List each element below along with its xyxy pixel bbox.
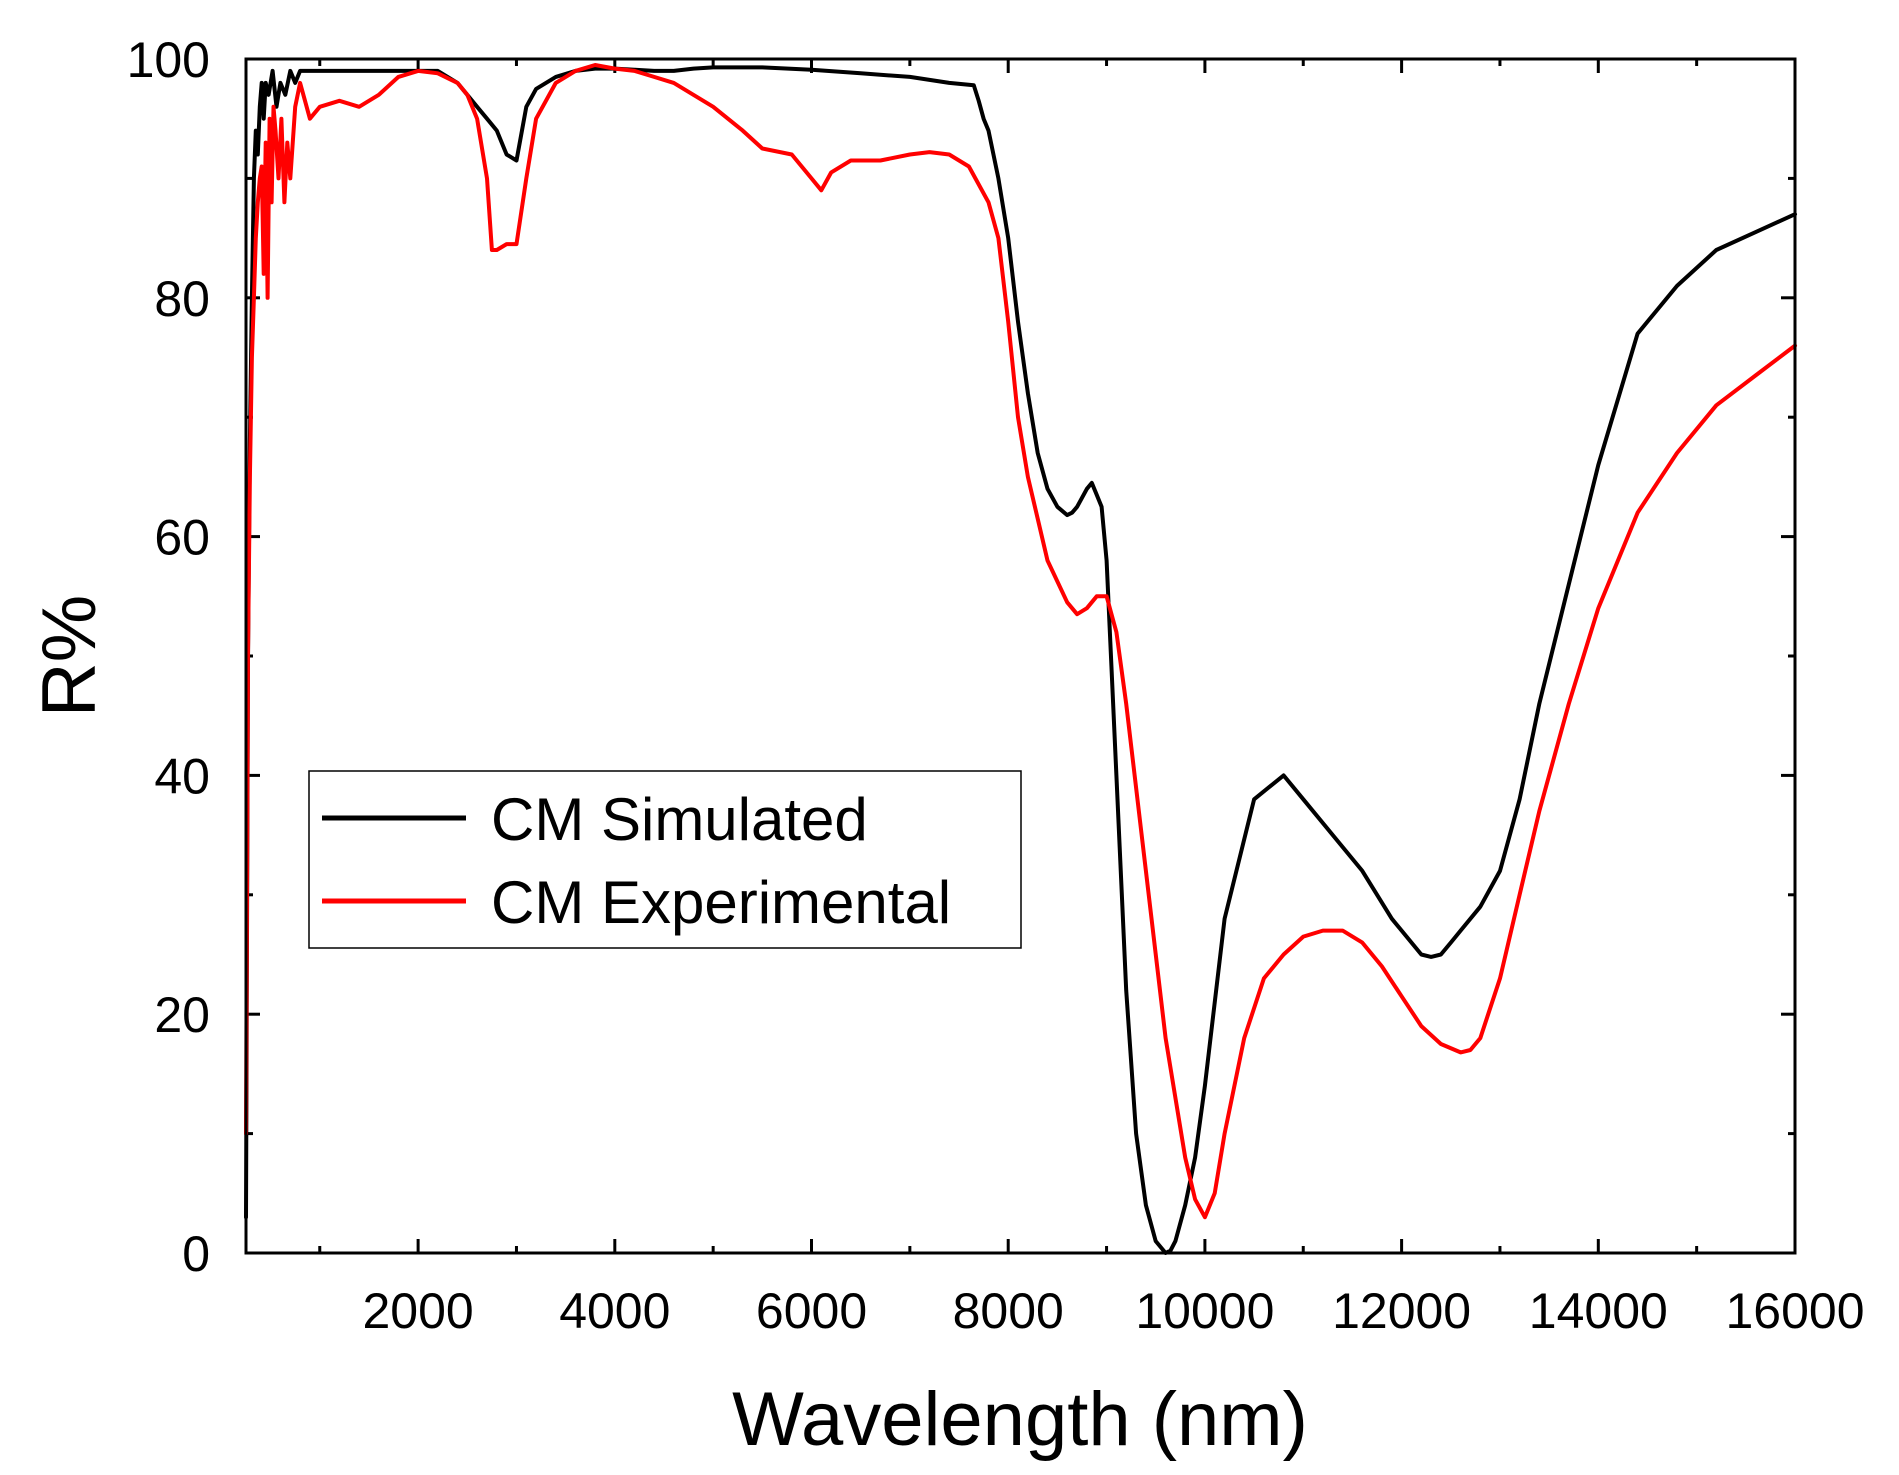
series-line-cm-simulated xyxy=(244,65,1797,1255)
y-tick-label: 0 xyxy=(182,1226,210,1282)
x-tick-label: 14000 xyxy=(1529,1283,1668,1339)
plot-frame xyxy=(244,57,1797,1255)
legend-label-experimental: CM Experimental xyxy=(491,869,951,936)
legend-label-simulated: CM Simulated xyxy=(491,786,868,853)
x-tick-label: 2000 xyxy=(362,1283,473,1339)
x-tick-label: 6000 xyxy=(756,1283,867,1339)
legend-box xyxy=(308,770,1022,949)
x-tick-label: 16000 xyxy=(1725,1283,1864,1339)
x-tick-label: 10000 xyxy=(1135,1283,1274,1339)
y-tick-label: 60 xyxy=(154,510,210,566)
series-layer xyxy=(244,63,1797,1255)
y-axis-title: R% xyxy=(27,595,112,717)
y-tick-label: 40 xyxy=(154,748,210,804)
minor-ticks xyxy=(246,59,1795,1253)
x-tick-label: 4000 xyxy=(559,1283,670,1339)
y-tick-labels: 0 20 40 60 80 100 xyxy=(127,32,210,1282)
y-tick-label: 100 xyxy=(127,32,210,88)
y-tick-label: 80 xyxy=(154,271,210,327)
x-tick-label: 8000 xyxy=(953,1283,1064,1339)
y-tick-label: 20 xyxy=(154,987,210,1043)
legend: CM Simulated CM Experimental xyxy=(308,770,1022,949)
x-tick-label: 12000 xyxy=(1332,1283,1471,1339)
x-axis-title: Wavelength (nm) xyxy=(732,1377,1308,1462)
x-tick-labels: 2000 4000 6000 8000 10000 12000 14000 16000 xyxy=(362,1283,1864,1339)
series-line-cm-experimental xyxy=(244,63,1797,1220)
major-ticks xyxy=(246,57,1797,1255)
